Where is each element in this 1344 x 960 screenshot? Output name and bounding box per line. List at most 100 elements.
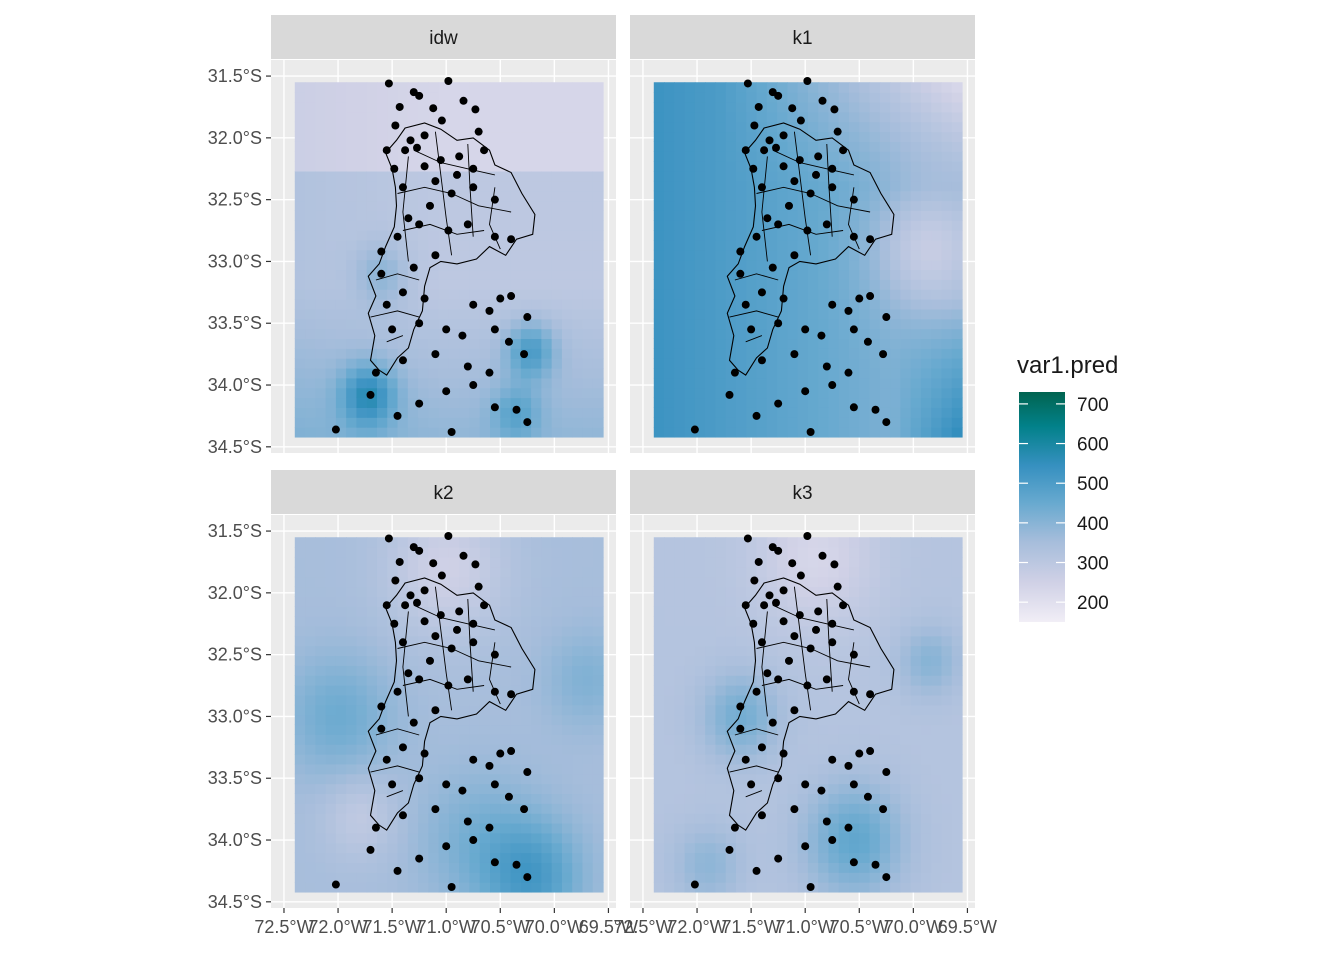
raster-cell [920,872,932,883]
raster-cell [653,645,665,657]
raster-cell [859,556,871,568]
raster-cell [325,675,337,686]
raster-cell [572,161,584,172]
raster-cell [305,121,316,133]
raster-cell [746,793,758,804]
raster-cell [438,616,450,627]
station-point [377,269,386,278]
raster-cell [849,665,860,676]
raster-cell [746,358,758,369]
raster-cell [335,596,347,607]
raster-cell [684,655,696,666]
station-point [485,306,494,315]
raster-cell [438,556,450,568]
raster-cell [294,269,306,280]
station-point [458,331,467,340]
raster-cell [428,685,440,696]
raster-cell [900,694,912,706]
raster-cell [387,269,399,280]
raster-cell [510,338,522,349]
raster-cell [838,842,850,854]
raster-cell [294,566,306,578]
raster-cell [346,842,358,854]
raster-cell [818,822,830,834]
raster-cell [294,338,306,349]
raster-cell [890,180,901,192]
raster-cell [756,616,768,627]
raster-cell [561,625,573,637]
raster-cell [777,803,788,814]
raster-cell [879,161,891,172]
raster-cell [694,417,706,428]
raster-cell [664,170,675,182]
station-point [425,201,434,210]
raster-cell [664,328,675,340]
raster-cell [582,803,594,814]
raster-cell [366,852,378,863]
raster-cell [797,121,809,133]
raster-cell [705,675,717,686]
raster-cell [541,131,553,142]
raster-cell [859,724,871,735]
raster-cell [448,367,460,379]
raster-cell [849,328,860,340]
raster-cell [294,190,306,202]
raster-cell [510,249,522,261]
raster-cell [407,338,419,349]
raster-cell [725,230,737,241]
raster-cell [735,862,747,873]
raster-cell [920,852,932,863]
raster-cell [838,616,850,627]
raster-cell [756,566,768,578]
raster-cell [859,358,871,369]
raster-cell [510,813,522,824]
raster-cell [366,724,378,735]
raster-cell [941,200,953,211]
raster-cell [807,675,819,686]
raster-cell [653,556,665,568]
station-point [409,88,418,97]
raster-cell [951,121,963,133]
raster-cell [694,338,706,349]
raster-cell [818,872,830,883]
raster-cell [346,348,358,359]
raster-cell [766,121,778,133]
raster-cell [849,407,860,418]
raster-cell [900,763,912,775]
raster-cell [592,239,604,251]
raster-cell [746,417,758,428]
raster-cell [931,783,943,795]
raster-cell [787,170,799,182]
raster-cell [407,822,419,834]
raster-cell [531,190,542,202]
raster-cell [572,230,584,241]
raster-cell [684,249,696,261]
raster-cell [387,724,399,735]
raster-cell [294,655,306,666]
raster-cell [551,655,563,666]
raster-cell [694,180,706,192]
raster-cell [951,596,963,607]
raster-cell [684,813,696,824]
raster-cell [735,92,747,103]
raster-cell [479,121,491,133]
raster-cell [818,180,830,192]
raster-cell [418,279,429,290]
raster-cell [869,308,881,320]
raster-cell [920,882,932,893]
raster-cell [459,318,471,330]
raster-cell [653,298,665,310]
raster-cell [294,249,306,261]
raster-cell [828,82,840,93]
raster-cell [797,783,809,795]
raster-cell [520,566,532,578]
raster-cell [941,92,953,103]
raster-cell [900,92,912,103]
x-tick-label: 71.0°W [776,917,835,937]
raster-cell [849,308,860,320]
raster-cell [366,230,378,241]
raster-cell [335,606,347,617]
raster-cell [900,338,912,349]
station-point [760,146,769,155]
raster-cell [756,783,768,795]
